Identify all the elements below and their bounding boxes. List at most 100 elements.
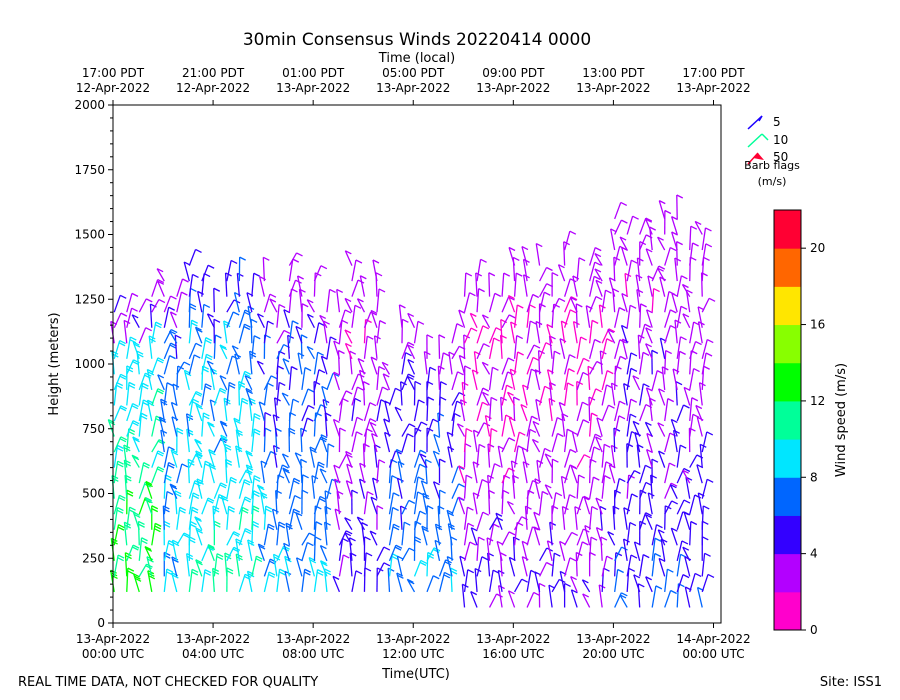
wind-barb xyxy=(639,217,647,235)
wind-barb xyxy=(338,320,343,344)
wind-barb xyxy=(246,292,253,313)
wind-barb-tick xyxy=(204,569,212,574)
wind-barb xyxy=(223,398,228,422)
wind-barb-tick xyxy=(163,523,171,528)
wind-barb xyxy=(589,296,597,313)
wind-barb-tick xyxy=(532,438,539,443)
x-tick-date: 13-Apr-2022 xyxy=(376,632,450,646)
wind-barb-tick xyxy=(683,511,691,516)
wind-barb xyxy=(689,494,696,515)
wind-barb xyxy=(524,506,528,530)
wind-barb xyxy=(123,320,128,344)
wind-barb xyxy=(183,370,190,391)
wind-barb-tick xyxy=(221,436,228,441)
wind-barb-tick xyxy=(470,327,478,332)
wind-barb-tick xyxy=(520,403,528,409)
wind-barb xyxy=(526,526,534,546)
wind-barb xyxy=(301,532,310,546)
wind-barb xyxy=(701,227,707,251)
wind-barb-tick xyxy=(118,342,126,347)
wind-barb xyxy=(501,314,510,329)
wind-barb xyxy=(463,569,469,593)
wind-barb-tick xyxy=(542,490,549,496)
wind-barb-tick xyxy=(132,456,140,461)
wind-barb xyxy=(645,309,653,328)
wind-barb-tick xyxy=(116,384,123,389)
wind-barb-tick xyxy=(306,345,314,351)
wind-barb-tick xyxy=(171,416,179,421)
wind-barb-tick xyxy=(642,554,650,559)
wind-barb xyxy=(513,351,519,375)
wind-barb xyxy=(521,447,528,468)
wind-barb-tick xyxy=(454,413,461,418)
wind-barb-tick xyxy=(145,565,152,570)
wind-barb xyxy=(588,320,593,344)
wind-barb-tick xyxy=(508,246,516,252)
wind-barb xyxy=(561,413,566,437)
wind-barb-tick xyxy=(612,288,620,293)
wind-barb-tick xyxy=(470,312,477,317)
wind-barb xyxy=(226,355,233,375)
wind-barb-tick xyxy=(195,248,202,254)
wind-barb-tick xyxy=(345,450,353,456)
wind-barb-tick xyxy=(131,405,139,410)
wind-barb xyxy=(459,399,466,422)
wind-barb-tick xyxy=(370,496,378,501)
wind-barb-tick xyxy=(117,506,124,512)
wind-barb xyxy=(351,373,359,391)
wind-barb-tick xyxy=(408,499,416,504)
wind-barb xyxy=(551,433,559,453)
wind-barb-tick xyxy=(654,537,662,542)
wind-barb-tick xyxy=(357,516,364,521)
wind-barb-tick xyxy=(682,313,690,318)
wind-barb xyxy=(563,429,568,453)
wind-barb xyxy=(188,249,197,266)
wind-barb xyxy=(701,574,709,593)
wind-barb xyxy=(426,367,431,390)
wind-barb-tick xyxy=(393,492,400,497)
wind-barb xyxy=(461,382,466,406)
wind-barb xyxy=(426,552,429,577)
wind-barb-tick xyxy=(245,527,252,533)
wind-barb xyxy=(363,336,368,359)
wind-barb xyxy=(589,247,596,266)
wind-barb xyxy=(685,477,691,499)
wind-barb xyxy=(626,216,634,235)
wind-barb xyxy=(521,541,528,561)
wind-barb-tick xyxy=(393,523,400,528)
wind-barb-tick xyxy=(179,506,187,511)
wind-barb xyxy=(124,552,128,577)
wind-barb-tick xyxy=(232,532,240,537)
wind-barb xyxy=(394,406,403,422)
wind-barb xyxy=(488,367,494,390)
wind-barb-tick xyxy=(316,571,324,576)
wind-barb-tick xyxy=(708,297,716,302)
wind-barb xyxy=(263,506,267,530)
wind-barb xyxy=(469,313,478,329)
wind-barb xyxy=(295,557,303,577)
wind-barb xyxy=(420,480,428,499)
top-tick-date: 12-Apr-2022 xyxy=(176,81,250,95)
wind-barb xyxy=(295,326,303,344)
wind-barb xyxy=(186,429,190,453)
wind-barb xyxy=(151,450,159,468)
wind-barb xyxy=(276,522,280,546)
wind-barb-tick xyxy=(252,505,260,510)
top-tick-time: 21:00 PDT xyxy=(182,66,245,80)
wind-barb xyxy=(651,538,656,561)
wind-barb-tick xyxy=(478,536,485,541)
wind-barb xyxy=(298,289,303,313)
wind-barb xyxy=(576,257,580,282)
wind-barb-tick xyxy=(658,557,666,563)
wind-barb xyxy=(589,261,596,282)
wind-barb-tick xyxy=(590,536,598,541)
wind-barb xyxy=(501,371,509,391)
wind-barb-tick xyxy=(223,323,231,328)
wind-barb xyxy=(647,492,653,515)
wind-barb xyxy=(163,307,170,328)
wind-barb xyxy=(676,275,682,297)
wind-barb xyxy=(513,432,520,453)
wind-barb xyxy=(381,362,391,375)
wind-barb xyxy=(626,475,630,499)
